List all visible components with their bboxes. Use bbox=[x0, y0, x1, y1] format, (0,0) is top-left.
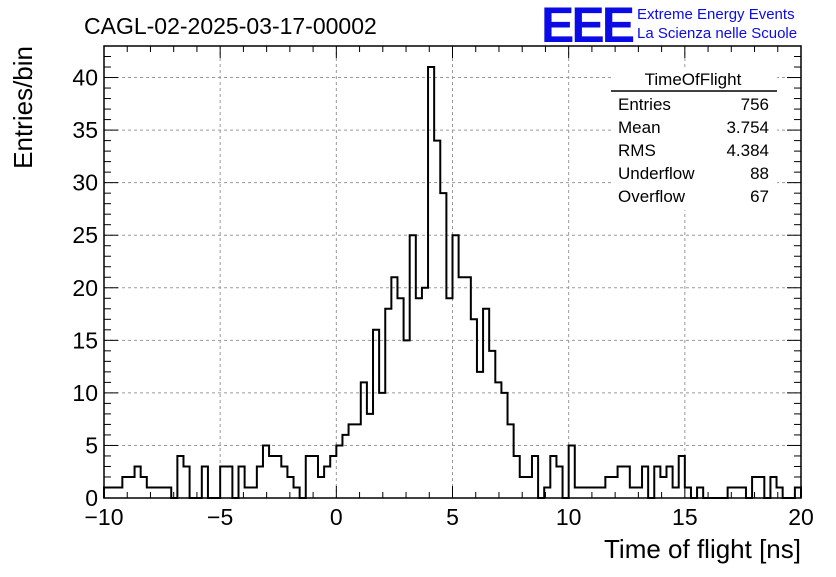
y-tick-label: 25 bbox=[72, 222, 98, 248]
y-axis-label: Entries/bin bbox=[8, 46, 38, 169]
x-tick-label: 10 bbox=[556, 504, 582, 530]
y-tick-label: 40 bbox=[72, 65, 98, 91]
stats-box-rows: Entries 756 Mean 3.754 RMS 4.384 Underfl… bbox=[618, 95, 769, 206]
stats-label-rms: RMS bbox=[618, 141, 656, 160]
x-tick-label: −5 bbox=[207, 504, 233, 530]
stats-box-background bbox=[611, 70, 777, 210]
y-tick-label: 15 bbox=[72, 327, 98, 353]
y-tick-label: 10 bbox=[72, 380, 98, 406]
x-tick-label: 15 bbox=[672, 504, 698, 530]
stats-value-underflow: 88 bbox=[750, 164, 769, 183]
chart-title: CAGL-02-2025-03-17-00002 bbox=[84, 13, 377, 39]
stats-label-mean: Mean bbox=[618, 118, 661, 137]
stats-box: TimeOfFlight Entries 756 Mean 3.754 RMS … bbox=[611, 70, 777, 210]
stats-label-underflow: Underflow bbox=[618, 164, 695, 183]
histogram-series bbox=[103, 66, 802, 499]
logo-mark: EEE bbox=[541, 0, 634, 53]
y-tick-label: 30 bbox=[72, 170, 98, 196]
stats-value-entries: 756 bbox=[741, 95, 769, 114]
y-tick-label: 0 bbox=[85, 485, 98, 511]
stats-value-rms: 4.384 bbox=[726, 141, 769, 160]
x-axis-label: Time of flight [ns] bbox=[604, 534, 801, 564]
y-tick-label: 5 bbox=[85, 432, 98, 458]
x-tick-label: 5 bbox=[446, 504, 459, 530]
x-tick-label: 20 bbox=[788, 504, 814, 530]
axis-ticks bbox=[103, 45, 802, 499]
y-tick-labels: 0 5 10 15 20 25 30 35 40 bbox=[72, 65, 98, 511]
y-tick-label: 35 bbox=[72, 117, 98, 143]
y-tick-label: 20 bbox=[72, 275, 98, 301]
eee-logo: EEE Extreme Energy Events La Scienza nel… bbox=[541, 0, 797, 53]
stats-label-entries: Entries bbox=[618, 95, 671, 114]
stats-value-mean: 3.754 bbox=[726, 118, 769, 137]
stats-label-overflow: Overflow bbox=[618, 187, 686, 206]
x-tick-label: 0 bbox=[330, 504, 343, 530]
stats-value-overflow: 67 bbox=[750, 187, 769, 206]
x-tick-label: −10 bbox=[84, 504, 123, 530]
logo-line1: Extreme Energy Events bbox=[637, 6, 795, 23]
stats-box-title: TimeOfFlight bbox=[645, 70, 742, 89]
x-tick-labels: −10 −5 0 5 10 15 20 bbox=[84, 504, 813, 530]
logo-line2: La Scienza nelle Scuole bbox=[637, 25, 797, 42]
